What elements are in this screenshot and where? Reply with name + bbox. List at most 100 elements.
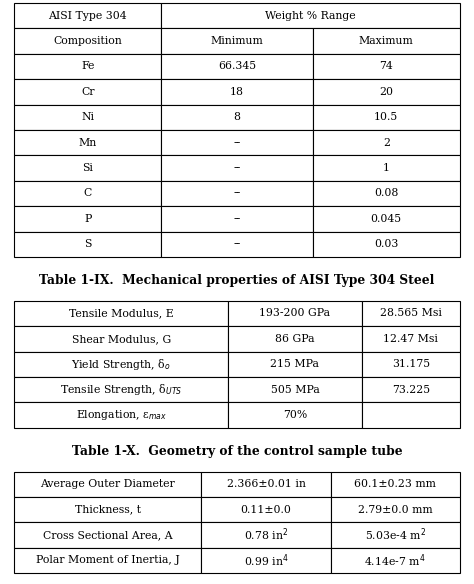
Bar (14, 130, 161, 155)
Text: 2.79±0.0 mm: 2.79±0.0 mm (358, 505, 432, 515)
Bar (161, 3, 460, 28)
Bar (362, 352, 460, 377)
Bar (313, 28, 460, 54)
Text: 10.5: 10.5 (374, 112, 398, 122)
Bar (14, 522, 201, 548)
Bar (313, 105, 460, 130)
Bar (228, 301, 362, 326)
Bar (161, 181, 313, 206)
Text: Ni: Ni (81, 112, 94, 122)
Text: Weight % Range: Weight % Range (265, 11, 356, 20)
Text: 193-200 GPa: 193-200 GPa (259, 308, 330, 318)
Bar (228, 352, 362, 377)
Bar (161, 206, 313, 231)
Text: 505 MPa: 505 MPa (271, 385, 319, 395)
Text: Shear Modulus, G: Shear Modulus, G (72, 334, 171, 344)
Bar (228, 377, 362, 402)
Text: Cross Sectional Area, A: Cross Sectional Area, A (43, 530, 173, 540)
Text: Average Outer Diameter: Average Outer Diameter (40, 479, 175, 489)
Bar (161, 79, 313, 105)
Bar (14, 28, 161, 54)
Text: 31.175: 31.175 (392, 359, 430, 369)
Bar (14, 155, 161, 181)
Bar (14, 181, 161, 206)
Text: 0.78 in$^2$: 0.78 in$^2$ (244, 527, 288, 543)
Text: 60.1±0.23 mm: 60.1±0.23 mm (354, 479, 436, 489)
Bar (330, 497, 460, 522)
Bar (228, 402, 362, 427)
Text: --: -- (233, 214, 241, 224)
Text: Si: Si (82, 163, 93, 173)
Text: S: S (84, 239, 91, 249)
Text: Maximum: Maximum (359, 36, 414, 46)
Bar (330, 472, 460, 497)
Bar (362, 326, 460, 352)
Text: --: -- (233, 189, 241, 199)
Text: Cr: Cr (81, 87, 94, 97)
Text: --: -- (233, 239, 241, 249)
Text: 20: 20 (379, 87, 393, 97)
Bar (313, 54, 460, 79)
Text: Minimum: Minimum (210, 36, 264, 46)
Text: 0.045: 0.045 (371, 214, 402, 224)
Text: 66.345: 66.345 (218, 61, 256, 71)
Bar (313, 79, 460, 105)
Text: AISI Type 304: AISI Type 304 (48, 11, 127, 20)
Text: 2.366±0.01 in: 2.366±0.01 in (227, 479, 305, 489)
Bar (14, 231, 161, 257)
Text: 1: 1 (383, 163, 390, 173)
Text: C: C (83, 189, 92, 199)
Text: Tensile Strength, δ$_{UTS}$: Tensile Strength, δ$_{UTS}$ (60, 382, 182, 397)
Text: Yield Strength, δ$_o$: Yield Strength, δ$_o$ (71, 357, 171, 372)
Text: Fe: Fe (81, 61, 94, 71)
Text: 0.03: 0.03 (374, 239, 399, 249)
Bar (161, 231, 313, 257)
Text: Elongation, ε$_{max}$: Elongation, ε$_{max}$ (75, 408, 167, 422)
Text: 12.47 Msi: 12.47 Msi (383, 334, 438, 344)
Bar (14, 206, 161, 231)
Bar (313, 206, 460, 231)
Bar (313, 130, 460, 155)
Text: P: P (84, 214, 91, 224)
Bar (14, 301, 228, 326)
Bar (14, 105, 161, 130)
Text: Table 1-IX.  Mechanical properties of AISI Type 304 Steel: Table 1-IX. Mechanical properties of AIS… (39, 274, 435, 287)
Bar (14, 497, 201, 522)
Text: 2: 2 (383, 138, 390, 148)
Text: 74: 74 (379, 61, 393, 71)
Bar (201, 472, 330, 497)
Bar (161, 28, 313, 54)
Bar (201, 497, 330, 522)
Text: Table 1-X.  Geometry of the control sample tube: Table 1-X. Geometry of the control sampl… (72, 444, 402, 458)
Bar (313, 181, 460, 206)
Bar (362, 402, 460, 427)
Text: 0.08: 0.08 (374, 189, 399, 199)
Text: 5.03e-4 m$^2$: 5.03e-4 m$^2$ (365, 527, 426, 543)
Text: 86 GPa: 86 GPa (275, 334, 315, 344)
Bar (362, 377, 460, 402)
Bar (14, 472, 201, 497)
Text: 28.565 Msi: 28.565 Msi (380, 308, 442, 318)
Text: 0.99 in$^4$: 0.99 in$^4$ (244, 552, 288, 569)
Text: 73.225: 73.225 (392, 385, 430, 395)
Bar (161, 105, 313, 130)
Bar (313, 231, 460, 257)
Text: 4.14e-7 m$^4$: 4.14e-7 m$^4$ (365, 552, 426, 569)
Bar (313, 155, 460, 181)
Text: 215 MPa: 215 MPa (271, 359, 319, 369)
Text: 8: 8 (234, 112, 240, 122)
Bar (161, 155, 313, 181)
Bar (201, 548, 330, 573)
Bar (201, 522, 330, 548)
Text: Composition: Composition (54, 36, 122, 46)
Text: --: -- (233, 163, 241, 173)
Text: 0.11±0.0: 0.11±0.0 (240, 505, 292, 515)
Bar (161, 54, 313, 79)
Bar (14, 3, 161, 28)
Bar (14, 326, 228, 352)
Bar (14, 377, 228, 402)
Bar (14, 54, 161, 79)
Text: --: -- (233, 138, 241, 148)
Bar (362, 301, 460, 326)
Bar (14, 402, 228, 427)
